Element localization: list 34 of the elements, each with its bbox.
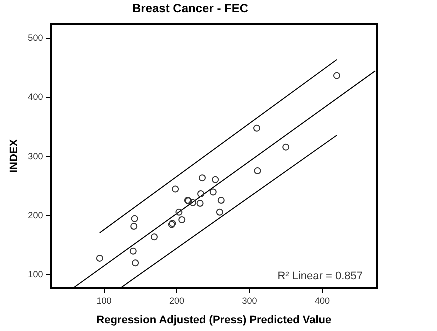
point bbox=[216, 208, 224, 216]
point bbox=[212, 176, 220, 184]
y-tick-label: 100 bbox=[28, 269, 44, 280]
point bbox=[196, 200, 204, 207]
point bbox=[178, 216, 186, 224]
point bbox=[130, 248, 137, 255]
y-tick-label: 300 bbox=[28, 151, 44, 162]
point bbox=[334, 72, 341, 80]
y-tick-label: 200 bbox=[28, 210, 44, 220]
chart-title: Breast Cancer - FEC bbox=[132, 2, 249, 16]
point bbox=[254, 124, 261, 132]
point bbox=[210, 188, 217, 196]
x-tick-label: 400 bbox=[314, 296, 330, 306]
point bbox=[130, 223, 138, 230]
annotation: R² Linear = 0.857 bbox=[278, 270, 363, 283]
point bbox=[254, 167, 262, 174]
y-tick-label: 500 bbox=[28, 33, 44, 44]
y-tick-label: 400 bbox=[28, 92, 44, 102]
point bbox=[132, 260, 140, 267]
point bbox=[282, 144, 290, 151]
point bbox=[198, 174, 206, 182]
x-tick-label: 100 bbox=[96, 296, 112, 306]
point bbox=[176, 208, 183, 216]
point bbox=[198, 190, 205, 198]
x-tick-label: 200 bbox=[170, 296, 185, 306]
x-axis-title: Regression Adjusted (Press) Predicted Value bbox=[96, 314, 332, 326]
point bbox=[150, 234, 158, 241]
point bbox=[172, 186, 180, 193]
point bbox=[96, 254, 104, 262]
x-tick-label: 300 bbox=[242, 296, 258, 306]
point bbox=[190, 199, 197, 206]
point bbox=[131, 215, 138, 222]
point bbox=[218, 197, 225, 204]
y-axis-title: INDEX bbox=[8, 138, 21, 174]
